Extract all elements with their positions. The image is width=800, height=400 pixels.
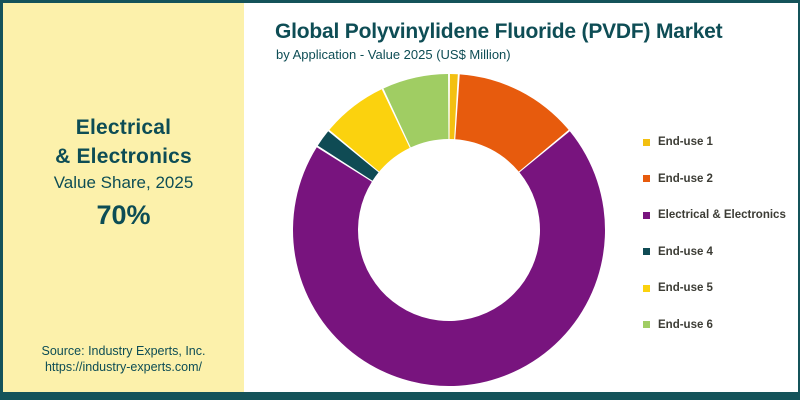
legend-marker: [643, 284, 650, 292]
legend-item-end-use-4: End-use 4: [643, 245, 786, 258]
donut-slice-end-use-2: [455, 74, 569, 172]
donut-slice-end-use-1: [449, 74, 458, 140]
legend-marker: [643, 138, 650, 146]
donut-chart: [289, 70, 609, 390]
highlight-block: Electrical & Electronics Value Share, 20…: [3, 113, 244, 233]
highlight-segment-name-line2: & Electronics: [55, 145, 192, 168]
legend: End-use 1 End-use 2 Electrical & Electroni…: [643, 136, 786, 356]
chart-title: Global Polyvinylidene Fluoride (PVDF) Ma…: [275, 20, 723, 43]
highlight-segment-name-line1: Electrical: [75, 116, 172, 139]
legend-item-electrical-electronics: Electrical & Electronics: [643, 209, 786, 221]
source-block: Source: Industry Experts, Inc. https://i…: [3, 343, 244, 375]
legend-item-end-use-6: End-use 6: [643, 318, 786, 331]
donut-slice-end-use-5: [329, 89, 410, 172]
chart-subtitle: by Application - Value 2025 (US$ Million…: [276, 47, 511, 62]
legend-label: End-use 4: [658, 245, 713, 258]
source-url: https://industry-experts.com/: [44, 360, 202, 374]
legend-marker: [643, 321, 650, 328]
legend-label: Electrical & Electronics: [658, 209, 786, 221]
highlight-caption: Value Share, 2025: [53, 173, 194, 192]
highlight-value: 70%: [96, 200, 151, 230]
donut-svg: [293, 74, 606, 387]
legend-item-end-use-2: End-use 2: [643, 172, 786, 185]
legend-item-end-use-1: End-use 1: [643, 136, 786, 148]
sidebar: Electrical & Electronics Value Share, 20…: [3, 3, 244, 392]
legend-marker: [643, 248, 650, 255]
legend-marker: [643, 175, 650, 182]
donut-slice-end-use-4: [317, 131, 379, 181]
legend-label: End-use 1: [658, 136, 713, 148]
donut-slice-electrical-electronics: [293, 131, 606, 387]
legend-label: End-use 5: [658, 282, 713, 294]
legend-label: End-use 6: [658, 318, 713, 331]
donut-slice-end-use-6: [383, 74, 449, 148]
source-text: Source: Industry Experts, Inc.: [41, 344, 206, 358]
legend-item-end-use-5: End-use 5: [643, 282, 786, 294]
legend-label: End-use 2: [658, 172, 713, 185]
legend-marker: [643, 211, 650, 219]
